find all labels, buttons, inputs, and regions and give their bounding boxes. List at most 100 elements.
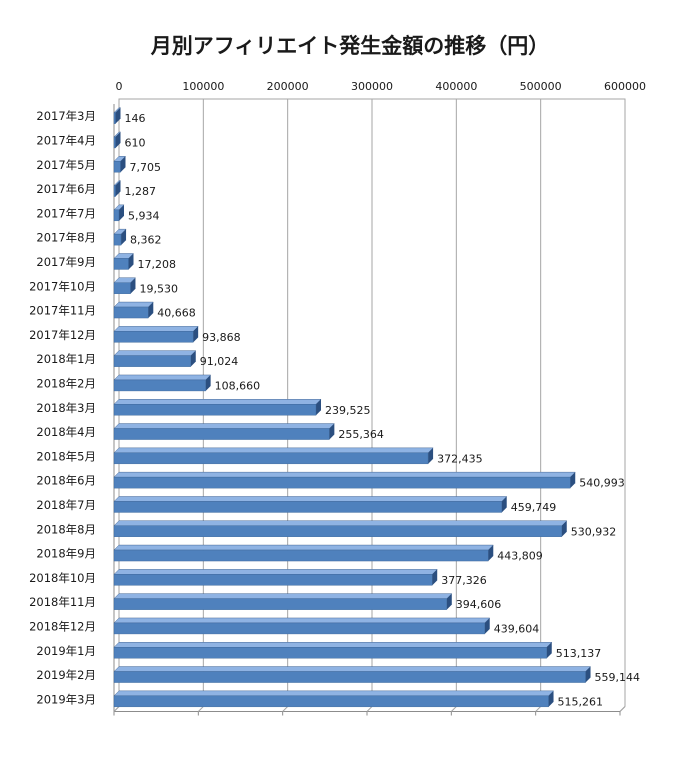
bar-end-face bbox=[115, 180, 121, 197]
bar bbox=[113, 471, 576, 489]
bar-top-face bbox=[113, 447, 434, 454]
bar bbox=[113, 228, 127, 246]
gridline-depth bbox=[282, 706, 289, 712]
bar bbox=[113, 131, 121, 149]
bar bbox=[113, 350, 197, 367]
bars bbox=[113, 107, 592, 708]
bar-front-face bbox=[113, 549, 489, 562]
category-label: 2019年3月 bbox=[36, 692, 96, 706]
bar-top-face bbox=[113, 471, 576, 478]
x-tick-label: 400000 bbox=[435, 80, 477, 93]
bar-end-face bbox=[570, 472, 576, 489]
data-label: 91,024 bbox=[200, 355, 239, 368]
bar-end-face bbox=[329, 423, 335, 440]
bar-end-face bbox=[130, 277, 136, 294]
bar bbox=[113, 277, 136, 294]
bar-front-face bbox=[113, 476, 571, 489]
bar-front-face bbox=[113, 525, 562, 537]
gridline-depth bbox=[619, 706, 626, 712]
category-label: 2018年12月 bbox=[29, 619, 96, 633]
bar-top-face bbox=[113, 617, 491, 624]
bar bbox=[113, 180, 121, 197]
data-label: 146 bbox=[125, 112, 146, 125]
gridline-depth bbox=[366, 706, 373, 712]
bar-end-face bbox=[193, 326, 199, 343]
data-label: 377,326 bbox=[441, 574, 487, 587]
category-label: 2019年1月 bbox=[36, 644, 96, 658]
x-tick-label: 0 bbox=[116, 80, 123, 93]
data-label: 540,993 bbox=[579, 477, 625, 490]
category-label: 2019年2月 bbox=[36, 668, 96, 682]
bar-top-face bbox=[113, 301, 154, 308]
bar bbox=[113, 107, 121, 124]
data-label: 5,934 bbox=[128, 209, 160, 222]
bar-end-face bbox=[119, 204, 125, 221]
bar bbox=[113, 496, 508, 513]
category-label: 2017年9月 bbox=[36, 255, 96, 269]
data-label: 515,261 bbox=[558, 695, 604, 708]
category-label: 2018年2月 bbox=[36, 376, 96, 390]
data-label: 372,435 bbox=[437, 452, 483, 465]
bar-top-face bbox=[113, 593, 453, 599]
bar-top-face bbox=[113, 520, 568, 526]
bar bbox=[113, 399, 322, 416]
data-label: 394,606 bbox=[456, 598, 502, 611]
bar-front-face bbox=[113, 452, 429, 465]
bar-top-face bbox=[113, 690, 555, 697]
data-labels: 146 610 7,705 1,287 5,934 8,362 17,208 19,530 40… bbox=[125, 112, 641, 708]
category-label: 2018年10月 bbox=[29, 571, 96, 585]
bar-top-face bbox=[113, 374, 212, 381]
category-label: 2017年3月 bbox=[36, 109, 96, 123]
x-tick-label: 100000 bbox=[182, 80, 224, 93]
category-label: 2017年12月 bbox=[29, 328, 96, 342]
bar-front-face bbox=[113, 379, 206, 392]
category-label: 2018年8月 bbox=[36, 522, 96, 536]
x-tick-label: 600000 bbox=[604, 80, 646, 93]
data-label: 530,932 bbox=[571, 525, 617, 538]
data-label: 443,809 bbox=[497, 550, 543, 563]
bar-front-face bbox=[113, 574, 433, 586]
data-label: 255,364 bbox=[338, 428, 384, 441]
bar-end-face bbox=[190, 350, 196, 367]
bar-front-face bbox=[113, 233, 122, 246]
bar bbox=[113, 204, 125, 222]
bar-end-face bbox=[585, 666, 591, 683]
bar bbox=[113, 544, 494, 562]
bar bbox=[113, 301, 154, 319]
bar bbox=[113, 666, 592, 683]
category-label: 2018年6月 bbox=[36, 474, 96, 488]
gridline-depth bbox=[535, 706, 542, 712]
category-label: 2017年4月 bbox=[36, 133, 96, 147]
bar-end-face bbox=[432, 569, 438, 586]
bar-front-face bbox=[113, 112, 116, 124]
bar-end-face bbox=[428, 447, 434, 464]
bar-front-face bbox=[113, 306, 149, 319]
data-label: 610 bbox=[125, 136, 146, 149]
bar bbox=[113, 374, 212, 392]
data-label: 513,137 bbox=[556, 647, 602, 660]
category-label: 2017年6月 bbox=[36, 182, 96, 196]
category-label: 2018年9月 bbox=[36, 547, 96, 561]
bar-front-face bbox=[113, 331, 194, 343]
data-label: 17,208 bbox=[138, 258, 177, 271]
category-label: 2018年7月 bbox=[36, 498, 96, 512]
chart-title: 月別アフィリエイト発生金額の推移（円） bbox=[150, 34, 550, 58]
bar-top-face bbox=[113, 569, 438, 575]
gridline-depth bbox=[113, 706, 120, 712]
bar bbox=[113, 520, 568, 537]
bar-front-face bbox=[113, 136, 116, 149]
data-label: 459,749 bbox=[511, 501, 557, 514]
bar-front-face bbox=[113, 185, 116, 197]
bar-end-face bbox=[128, 253, 134, 270]
bar bbox=[113, 569, 438, 586]
bar-end-face bbox=[115, 131, 121, 148]
gridline-depth bbox=[197, 706, 204, 712]
x-tick-label: 200000 bbox=[267, 80, 309, 93]
bar bbox=[113, 253, 134, 270]
data-label: 559,144 bbox=[595, 671, 641, 684]
data-label: 40,668 bbox=[157, 307, 196, 320]
bar bbox=[113, 617, 491, 635]
bar-end-face bbox=[120, 156, 126, 173]
category-label: 2018年3月 bbox=[36, 401, 96, 415]
bar-front-face bbox=[113, 428, 330, 440]
